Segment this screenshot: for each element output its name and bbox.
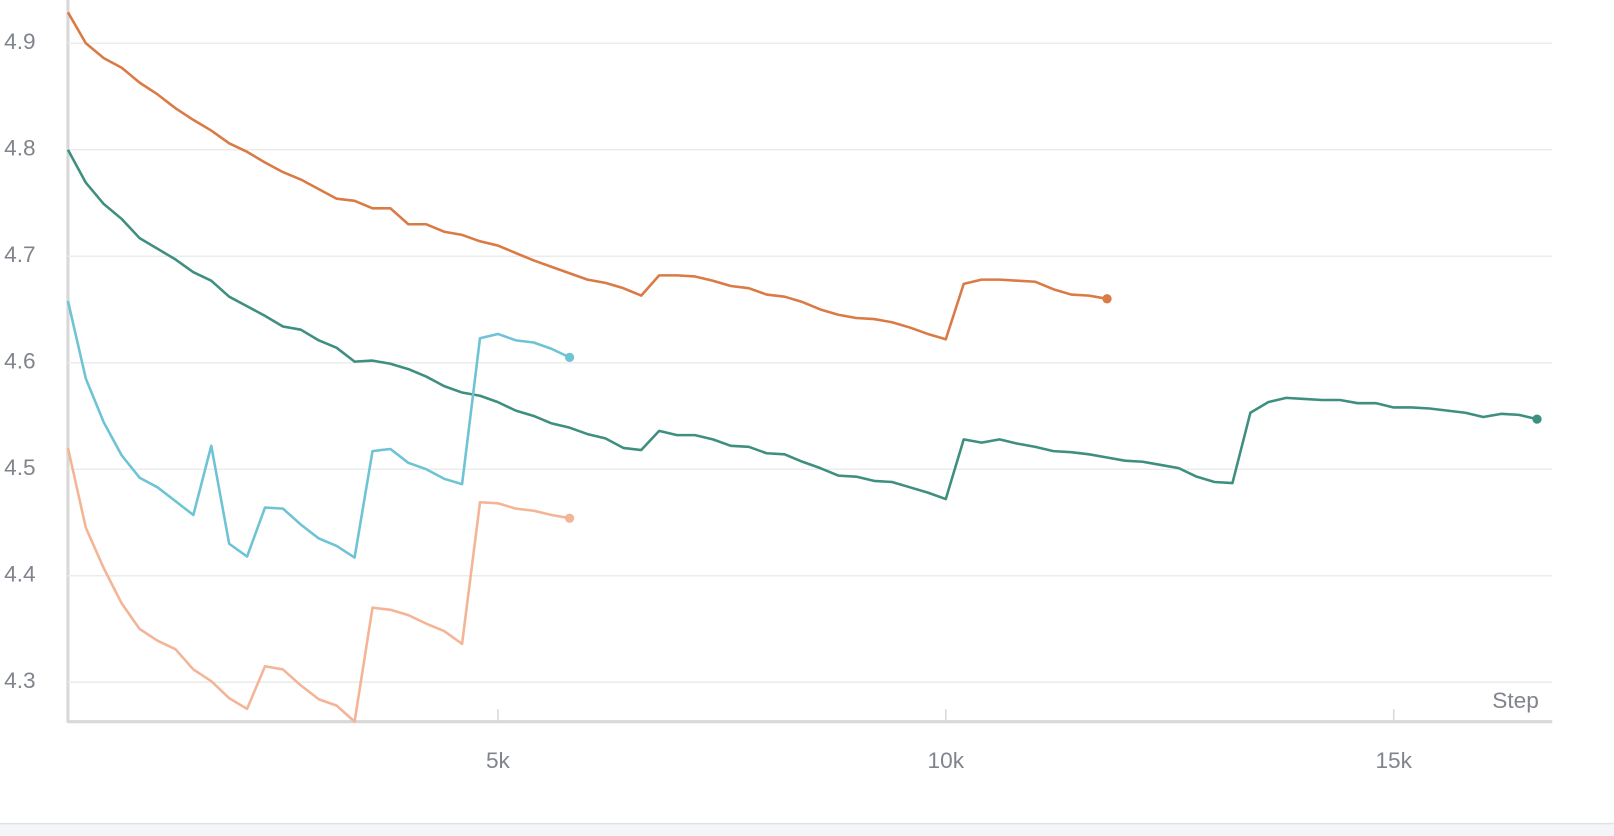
end-point	[1532, 414, 1542, 424]
y-tick-label: 4.4	[4, 562, 35, 587]
end-point	[564, 513, 575, 523]
x-tick-label: 5k	[486, 748, 511, 773]
x-axis-label: Step	[1492, 688, 1539, 713]
end-point	[1102, 294, 1112, 304]
y-tick-label: 4.9	[4, 29, 35, 54]
series-line	[66, 11, 1108, 341]
x-tick-label: 15k	[1375, 748, 1412, 773]
series-line	[66, 300, 571, 559]
series-line	[66, 447, 570, 723]
series-line	[66, 149, 1538, 501]
y-tick-label: 4.3	[4, 668, 35, 693]
end-point	[564, 352, 575, 363]
x-tick-label: 10k	[928, 748, 965, 773]
y-tick-label: 4.6	[4, 349, 35, 374]
y-tick-label: 4.5	[4, 455, 35, 480]
y-tick-label: 4.8	[4, 136, 35, 161]
footer-strip	[0, 823, 1614, 836]
y-tick-label: 4.7	[4, 242, 35, 267]
